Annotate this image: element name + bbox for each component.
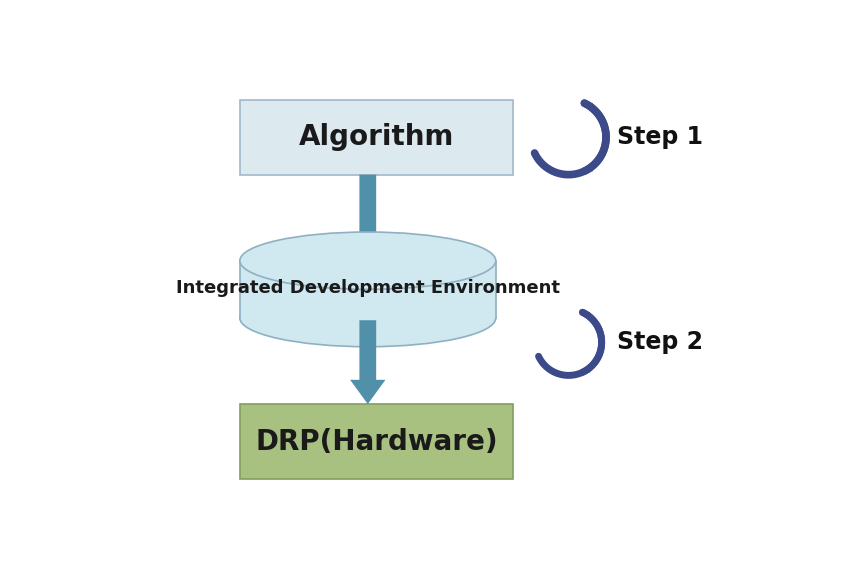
FancyBboxPatch shape [240,100,513,175]
Ellipse shape [240,289,496,347]
Text: Step 1: Step 1 [617,125,703,149]
Text: Step 2: Step 2 [617,330,703,354]
Text: Integrated Development Environment: Integrated Development Environment [175,279,560,297]
FancyBboxPatch shape [240,404,513,479]
Ellipse shape [240,232,496,289]
Polygon shape [240,261,496,318]
Text: Algorithm: Algorithm [299,123,454,151]
FancyArrow shape [350,175,385,258]
Text: DRP(Hardware): DRP(Hardware) [255,427,498,456]
FancyArrow shape [350,320,385,404]
